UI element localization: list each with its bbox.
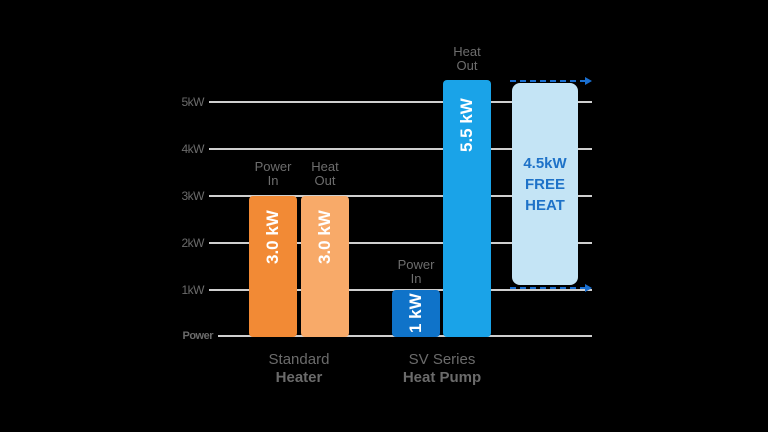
arrow-right-icon [585,284,592,292]
gridline-3kw [209,195,592,197]
free-heat-bottom-dashed-line [510,287,586,291]
free-heat-annotation: 4.5kW FREE HEAT [512,83,578,285]
bar-standard-power-in: 3.0 kW [249,196,297,337]
bar-heatpump-power-in: 1 kW [392,290,440,337]
std-power-in-heading: Power In [254,159,292,188]
hp-heat-out-heading: Heat Out [453,44,481,73]
y-tick-2kw: 2kW [181,236,205,250]
bar-standard-heat-out: 3.0 kW [301,196,349,337]
bar-value-label: 3.0 kW [315,210,334,264]
gridline-2kw [209,242,592,244]
category-label-heat-pump: SV Series Heat Pump [402,351,482,386]
hp-power-in-heading: Power In [397,257,435,286]
y-tick-5kw: 5kW [181,95,205,109]
category-label-standard-heater: Standard Heater [268,351,330,386]
bar-heatpump-heat-out: 5.5 kW [443,80,491,337]
arrow-right-icon [585,77,592,85]
y-tick-3kw: 3kW [181,189,205,203]
std-heat-out-heading: Heat Out [311,159,339,188]
bar-value-label: 5.5 kW [457,98,476,152]
gridline-5kw [209,101,592,103]
y-tick-1kw: 1kW [181,283,205,297]
free-heat-top-dashed-line [510,80,586,84]
gridline-4kw [209,148,592,150]
y-axis-title-power: Power [182,330,213,342]
bar-value-label: 3.0 kW [263,210,282,264]
bar-value-label: 1 kW [406,293,425,333]
y-tick-4kw: 4kW [181,142,205,156]
